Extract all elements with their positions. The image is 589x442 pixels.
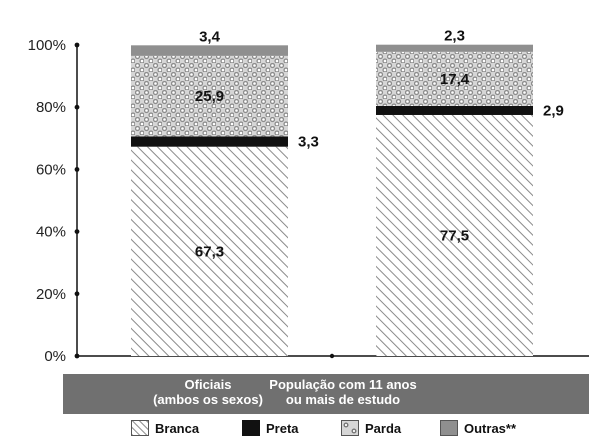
legend-swatch-preta bbox=[242, 420, 260, 436]
legend-swatch-outras bbox=[440, 420, 458, 436]
legend-swatch-branca bbox=[131, 420, 149, 436]
legend-label-parda: Parda bbox=[365, 420, 402, 436]
legend-label-outras: Outras** bbox=[464, 420, 517, 436]
y-tick-mark bbox=[74, 229, 80, 235]
stacked-bar-chart: 0% 20% 40% 60% 80% 100% 67,3 3,3 25,9 3,4 77,5 2,9… bbox=[28, 28, 589, 365]
y-tick-mark bbox=[74, 291, 80, 297]
y-tick-label: 40% bbox=[36, 224, 66, 241]
data-labels: 67,3 3,3 25,9 3,4 77,5 2,9 17,4 2,3 bbox=[195, 28, 564, 261]
category-label-populacao: População com 11 anos ou mais de estudo bbox=[269, 377, 417, 407]
y-tick-mark bbox=[74, 167, 80, 172]
legend-item-parda: Parda bbox=[341, 420, 401, 436]
data-label: 3,3 bbox=[298, 134, 319, 151]
data-label: 17,4 bbox=[440, 71, 470, 88]
bar-segment-preta bbox=[131, 136, 288, 147]
data-label: 2,9 bbox=[543, 102, 564, 119]
y-tick-label: 0% bbox=[44, 348, 66, 365]
legend-label-preta: Preta bbox=[266, 420, 299, 436]
y-tick-label: 80% bbox=[36, 99, 66, 116]
data-label: 3,4 bbox=[199, 28, 221, 45]
legend-swatch-parda bbox=[341, 420, 359, 436]
legend-item-outras: Outras** bbox=[440, 420, 516, 436]
data-label: 67,3 bbox=[195, 243, 224, 260]
data-label: 25,9 bbox=[195, 88, 224, 105]
y-tick-label: 20% bbox=[36, 286, 66, 303]
bar-segment-branca bbox=[376, 114, 533, 356]
category-label-oficiais: Oficiais (ambos os sexos) bbox=[153, 377, 263, 407]
bar-segment-parda bbox=[376, 51, 533, 106]
bar-segment-preta bbox=[376, 105, 533, 115]
category-band bbox=[63, 374, 589, 414]
data-label: 2,3 bbox=[444, 28, 465, 45]
y-tick-label: 100% bbox=[28, 37, 66, 54]
data-label: 77,5 bbox=[440, 227, 469, 244]
legend-item-preta: Preta bbox=[242, 420, 299, 436]
bars bbox=[131, 44, 533, 356]
y-tick-mark bbox=[74, 353, 80, 359]
legend-item-branca: Branca bbox=[131, 420, 199, 436]
legend: Branca Preta Parda Outras** bbox=[0, 418, 589, 440]
bar-segment-branca bbox=[131, 146, 288, 356]
bar-segment-outras bbox=[376, 44, 533, 52]
bar-segment-outras bbox=[131, 45, 288, 56]
x-axis-marker bbox=[329, 353, 335, 359]
legend-label-branca: Branca bbox=[155, 420, 200, 436]
y-tick-mark bbox=[74, 104, 80, 110]
y-tick-label: 60% bbox=[36, 161, 66, 178]
y-tick-mark bbox=[74, 42, 80, 48]
bar-segment-parda bbox=[131, 55, 288, 137]
